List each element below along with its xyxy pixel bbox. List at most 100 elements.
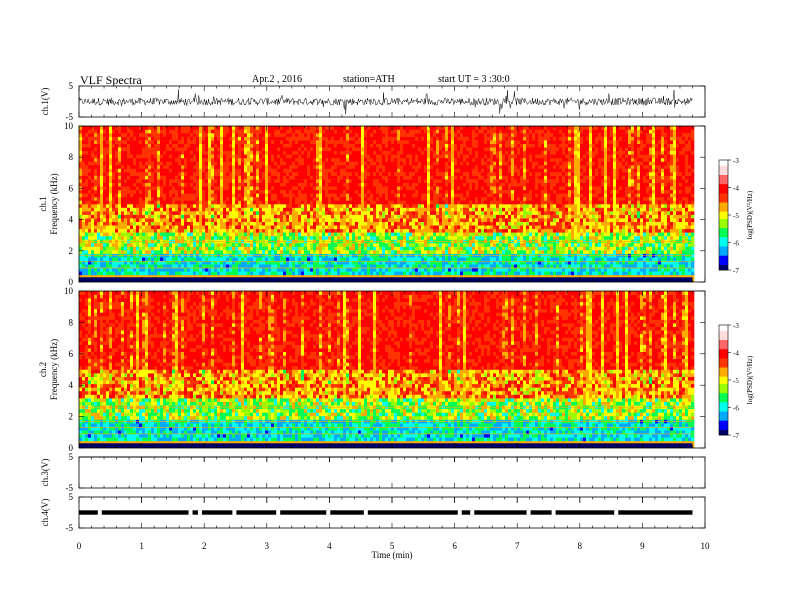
heat-cell xyxy=(262,150,266,155)
heat-cell xyxy=(142,214,146,219)
heat-cell xyxy=(403,264,407,269)
heat-cell xyxy=(364,143,368,148)
heat-cell xyxy=(346,136,350,141)
heat-cell xyxy=(100,133,104,137)
heat-cell xyxy=(145,221,149,226)
heat-cell xyxy=(376,129,380,134)
heat-cell xyxy=(373,172,377,176)
heat-cell xyxy=(91,161,95,166)
heat-cell xyxy=(205,161,209,166)
heat-cell xyxy=(400,271,404,276)
heat-cell xyxy=(343,161,347,166)
heat-cell xyxy=(241,161,245,166)
heat-cell xyxy=(175,140,179,144)
heat-cell xyxy=(166,157,170,162)
heat-cell xyxy=(160,129,164,134)
heat-cell xyxy=(157,214,161,219)
heat-cell xyxy=(100,218,104,222)
heat-cell xyxy=(118,221,122,226)
heat-cell xyxy=(247,165,251,169)
heat-cell xyxy=(106,186,110,191)
heat-cell xyxy=(388,267,392,272)
heat-cell xyxy=(262,264,266,269)
heat-cell xyxy=(157,271,161,276)
heat-cell xyxy=(103,129,107,134)
heat-cell xyxy=(355,126,359,130)
heat-cell xyxy=(175,179,179,183)
heat-cell xyxy=(229,221,233,226)
heat-cell xyxy=(139,250,143,254)
heat-cell xyxy=(106,225,110,230)
heat-cell xyxy=(169,182,173,187)
heat-cell xyxy=(85,228,89,233)
heat-cell xyxy=(406,200,410,205)
heat-cell xyxy=(205,182,209,187)
heat-cell xyxy=(136,179,140,183)
heat-cell xyxy=(379,228,383,233)
heat-cell xyxy=(244,200,248,205)
heat-cell xyxy=(385,214,389,219)
heat-cell xyxy=(241,250,245,254)
heat-cell xyxy=(190,260,194,265)
heat-cell xyxy=(346,182,350,187)
heat-cell xyxy=(385,189,389,194)
heat-cell xyxy=(412,147,416,152)
heat-cell xyxy=(136,172,140,176)
heat-cell xyxy=(277,196,281,201)
heat-cell xyxy=(223,228,227,233)
heat-cell xyxy=(325,157,329,162)
heat-cell xyxy=(109,172,113,176)
heat-cell xyxy=(295,225,299,230)
heat-cell xyxy=(313,196,317,201)
heat-cell xyxy=(355,225,359,230)
heat-cell xyxy=(244,179,248,183)
heat-cell xyxy=(91,157,95,162)
heat-cell xyxy=(406,157,410,162)
heat-cell xyxy=(238,228,242,233)
heat-cell xyxy=(412,189,416,194)
heat-cell xyxy=(247,157,251,162)
heat-cell xyxy=(199,175,203,180)
heat-cell xyxy=(148,232,152,237)
heat-cell xyxy=(271,129,275,134)
heat-cell xyxy=(361,179,365,183)
heat-cell xyxy=(355,204,359,208)
heat-cell xyxy=(283,147,287,152)
heat-cell xyxy=(88,179,92,183)
heat-cell xyxy=(229,186,233,191)
heat-cell xyxy=(148,136,152,141)
heat-cell xyxy=(292,140,296,144)
heat-cell xyxy=(316,168,320,173)
heat-cell xyxy=(337,136,341,141)
heat-cell xyxy=(133,211,137,215)
heat-cell xyxy=(328,172,332,176)
heat-cell xyxy=(82,140,86,144)
heat-cell xyxy=(376,165,380,169)
heat-cell xyxy=(319,172,323,176)
heat-cell xyxy=(259,147,263,152)
heat-cell xyxy=(133,161,137,166)
heat-cell xyxy=(100,161,104,166)
heat-cell xyxy=(265,193,269,198)
heat-cell xyxy=(121,225,125,230)
heat-cell xyxy=(115,243,119,247)
heat-cell xyxy=(163,267,167,272)
heat-cell xyxy=(403,154,407,159)
heat-cell xyxy=(151,157,155,162)
heat-cell xyxy=(205,179,209,183)
heat-cell xyxy=(331,172,335,176)
heat-cell xyxy=(298,200,302,205)
heat-cell xyxy=(370,189,374,194)
heat-cell xyxy=(337,250,341,254)
heat-cell xyxy=(184,225,188,230)
heat-cell xyxy=(94,243,98,247)
heat-cell xyxy=(133,172,137,176)
heat-cell xyxy=(367,161,371,166)
heat-cell xyxy=(388,186,392,191)
heat-cell xyxy=(139,150,143,155)
heat-cell xyxy=(364,136,368,141)
heat-cell xyxy=(82,243,86,247)
heat-cell xyxy=(94,211,98,215)
heat-cell xyxy=(274,235,278,240)
heat-cell xyxy=(151,140,155,144)
